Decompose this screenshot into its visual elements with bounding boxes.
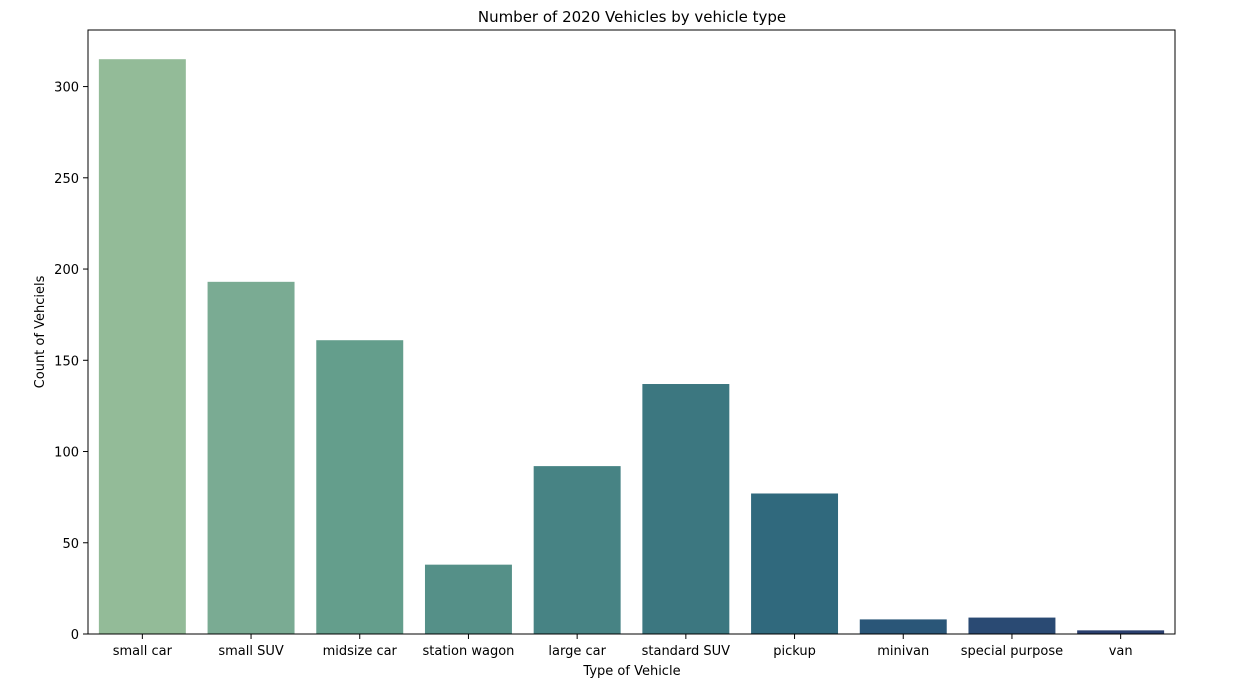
x-tick-label: pickup	[773, 644, 816, 659]
bar-small-car	[98, 59, 186, 634]
x-tick-label: midsize car	[323, 644, 398, 659]
x-tick-label: van	[1109, 644, 1133, 659]
bar-standard-suv	[642, 384, 730, 634]
y-tick-label: 50	[62, 537, 79, 552]
x-tick-label: small SUV	[218, 644, 284, 659]
plot-frame	[87, 29, 1176, 635]
bar-pickup	[751, 493, 839, 634]
y-tick-label: 150	[54, 354, 79, 369]
chart-title: Number of 2020 Vehicles by vehicle type	[478, 8, 786, 26]
x-tick-label: standard SUV	[642, 644, 731, 659]
y-tick-label: 300	[54, 81, 79, 96]
bar-small-suv	[207, 281, 295, 634]
x-tick-label: large car	[548, 644, 606, 659]
bar-large-car	[533, 466, 621, 634]
bar-special-purpose	[968, 617, 1056, 634]
bars-group	[98, 59, 1165, 634]
x-tick-label: station wagon	[422, 644, 514, 659]
bar-station-wagon	[424, 564, 512, 634]
x-tick-label: special purpose	[961, 644, 1063, 659]
bar-van	[1077, 630, 1165, 634]
y-tick-label: 250	[54, 172, 79, 187]
bar-midsize-car	[316, 340, 404, 634]
y-axis: 0 50 100 150 200 250 300	[54, 81, 88, 643]
x-tick-label: minivan	[877, 644, 929, 659]
y-axis-label: Count of Vehciels	[33, 275, 48, 388]
x-tick-label: small car	[113, 644, 173, 659]
x-axis-label: Type of Vehicle	[582, 664, 680, 679]
y-tick-label: 200	[54, 263, 79, 278]
bar-minivan	[859, 619, 947, 634]
y-tick-label: 0	[71, 628, 79, 643]
x-axis: small car small SUV midsize car station wag…	[113, 634, 1133, 659]
y-tick-label: 100	[54, 446, 79, 461]
